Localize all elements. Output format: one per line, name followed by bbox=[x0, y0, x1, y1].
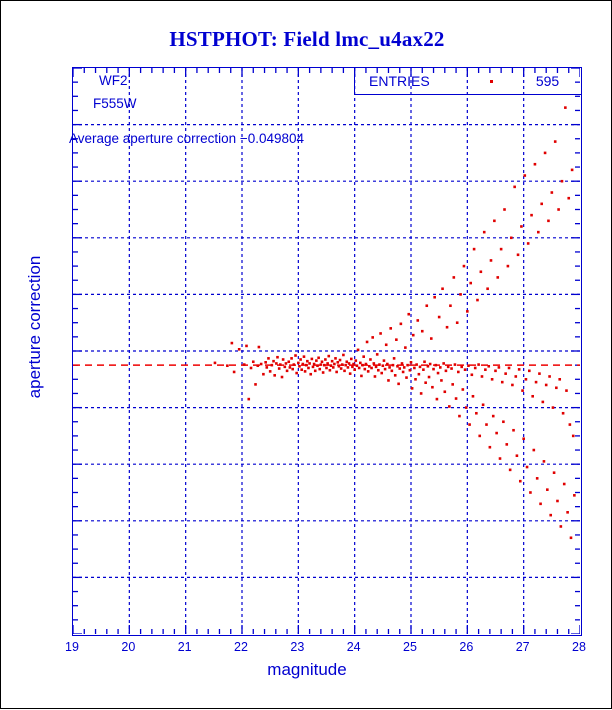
x-tick-label: 27 bbox=[515, 640, 530, 654]
plot-frame bbox=[72, 67, 582, 636]
x-tick-label: 26 bbox=[459, 640, 474, 654]
x-tick-label: 20 bbox=[121, 640, 136, 654]
tick-marks bbox=[73, 68, 580, 634]
x-axis-title: magnitude bbox=[267, 660, 347, 679]
x-tick-label: 21 bbox=[177, 640, 192, 654]
y-axis-title: aperture correction bbox=[25, 255, 44, 399]
x-axis-tick-labels: 19 20 21 22 23 24 25 26 27 28 bbox=[1, 640, 612, 664]
filter-annotation: F555W bbox=[93, 96, 137, 111]
point-marker-icon bbox=[460, 79, 522, 83]
entries-stat-box: ENTRIES 595 bbox=[354, 67, 582, 95]
x-tick-label: 19 bbox=[65, 640, 79, 654]
x-tick-label: 28 bbox=[572, 640, 586, 654]
entries-value: 595 bbox=[535, 73, 560, 89]
chip-annotation: WF2 bbox=[99, 73, 128, 88]
x-tick-label: 23 bbox=[290, 640, 305, 654]
x-tick-label: 24 bbox=[346, 640, 361, 654]
entries-label: ENTRIES bbox=[369, 73, 430, 89]
page-title: HSTPHOT: Field lmc_u4ax22 bbox=[169, 27, 445, 51]
plot-canvas bbox=[73, 68, 580, 634]
x-tick-label: 25 bbox=[403, 640, 417, 654]
data-points bbox=[213, 106, 576, 540]
x-tick-label: 22 bbox=[234, 640, 248, 654]
average-correction-annotation: Average aperture correction −0.049804 bbox=[69, 131, 305, 146]
gridlines bbox=[73, 68, 580, 634]
